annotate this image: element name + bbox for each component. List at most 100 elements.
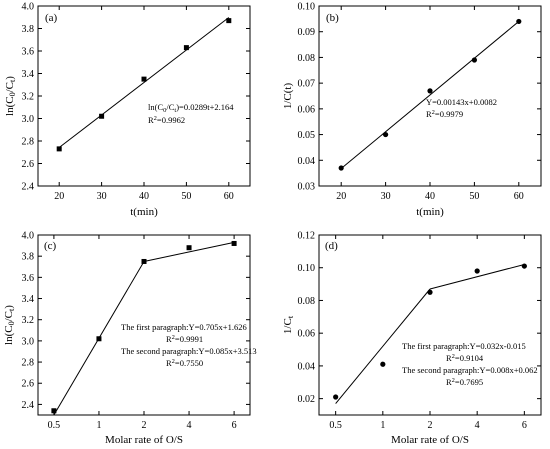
panel-d-first-r-squared: R2=0.9104 <box>446 353 484 363</box>
panel-b-x-tick-label: 40 <box>425 191 435 202</box>
panel-b-data-point <box>516 18 522 25</box>
panel-a-x-tick-label: 40 <box>139 191 149 202</box>
panel-d-fit-lines <box>335 263 525 404</box>
panel-b-y-tick-label: 0.08 <box>298 53 316 64</box>
panel-a-data-point <box>141 76 147 82</box>
panel-a-x-axis-title: t(min) <box>130 206 158 218</box>
panel-c-x-tick-label: 1 <box>96 420 101 431</box>
panel-a-y-tick-label: 2.8 <box>22 137 35 148</box>
panel-b-y-tick-label: 0.06 <box>298 104 316 115</box>
panel-d-x-axis-title: Molar rate of O/S <box>391 434 469 446</box>
panel-a-equation: ln(C0/Ct)=0.0289t+2.164 <box>148 102 234 114</box>
panel-d: (d) Molar rate of O/S 1/Ct 0.5 1 2 4 60.020.… <box>282 231 542 446</box>
panel-d-x-tick-label: 4 <box>475 420 480 431</box>
panel-c-x-tick-label: 4 <box>187 420 192 431</box>
panel-c-first-equation: The first paragraph:Y=0.705x+1.626 <box>121 322 247 332</box>
panel-a-label: (a) <box>45 12 58 24</box>
panel-b-data-point <box>383 131 389 138</box>
panel-d-data-point <box>427 289 433 295</box>
panel-a-data-point <box>183 45 189 51</box>
panel-c-y-tick-label: 2.4 <box>22 400 35 411</box>
panel-b-x-tick-label: 20 <box>336 191 346 202</box>
panel-d-data-point <box>333 394 339 400</box>
panel-a-data-point <box>56 146 62 152</box>
panel-c-label: (c) <box>44 240 57 252</box>
panel-c-y-tick-label: 3.8 <box>22 252 35 263</box>
panel-c-x-axis-title: Molar rate of O/S <box>105 434 183 446</box>
panel-a-y-axis-title: ln(C0/Ct) <box>4 76 17 116</box>
panel-a-y-tick-label: 3.6 <box>22 47 35 58</box>
panel-c-points <box>51 240 237 414</box>
panel-d-label: (d) <box>325 240 338 252</box>
panel-b-data-point <box>471 57 477 63</box>
panel-c-first-r-squared: R2=0.9991 <box>166 334 203 344</box>
panel-b-y-tick-label: 0.09 <box>298 27 316 38</box>
panel-b-equation: Y=0.00143x+0.0082 <box>426 97 497 107</box>
panel-b-r-squared: R2=0.9979 <box>426 109 463 119</box>
panel-a-y-tick-label: 3.2 <box>22 92 35 103</box>
panel-d-x-tick-label: 2 <box>428 420 433 431</box>
panel-c-y-tick-label: 4.0 <box>22 231 35 242</box>
panel-b-y-axis-title: 1/C(t) <box>282 83 294 110</box>
panel-c-y-tick-label: 2.8 <box>22 358 35 369</box>
panel-c-second-r-squared: R2=0.7550 <box>166 358 203 368</box>
panel-d-ticks: 0.5 1 2 4 6 0.02 0.04 0.06 0.08 0.10 0.12 <box>298 231 541 431</box>
panel-b-points <box>338 18 522 171</box>
panel-d-fit-line <box>429 263 525 290</box>
panel-c-y-tick-label: 3.4 <box>22 294 35 305</box>
panel-c-y-tick-label: 2.6 <box>22 379 35 390</box>
panel-d-fit-line <box>335 288 431 404</box>
panel-a-ticks: 20 30 40 50 60 2.4 2.6 2.8 3.0 3.2 3.4 3.6 3.8 4.0 <box>22 2 250 202</box>
panel-d-y-tick-label: 0.10 <box>298 263 316 274</box>
panel-b-ticks: 20 30 40 50 60 0.03 0.04 0.05 0.06 0.07 0.08 0.09 0.… <box>298 2 541 202</box>
panel-a-x-tick-label: 20 <box>54 191 64 202</box>
panel-b-y-tick-label: 0.05 <box>298 130 316 141</box>
panel-c-y-tick-label: 3.6 <box>22 273 35 284</box>
panel-c-data-point <box>141 258 147 264</box>
panel-b-x-tick-label: 30 <box>381 191 391 202</box>
panel-d-second-r-squared: R2=0.7695 <box>446 377 483 387</box>
panel-b-fit-line <box>340 21 520 169</box>
panel-d-y-tick-label: 0.02 <box>298 394 316 405</box>
panel-a-y-tick-label: 3.8 <box>22 24 35 35</box>
panel-b-x-axis-title: t(min) <box>416 206 444 218</box>
panel-d-data-point <box>380 361 386 367</box>
panel-b-y-tick-label: 0.07 <box>298 79 316 90</box>
panel-a-y-tick-label: 2.4 <box>22 182 35 193</box>
panel-b-y-tick-label: 0.03 <box>298 182 316 193</box>
panel-c-x-tick-label: 2 <box>142 420 147 431</box>
panel-a-y-tick-label: 3.0 <box>22 114 35 125</box>
panel-d-y-tick-label: 0.12 <box>298 231 316 242</box>
panel-c-y-tick-label: 3.0 <box>22 336 35 347</box>
panel-a-data-point <box>226 18 232 24</box>
panel-d-y-tick-label: 0.08 <box>298 296 316 307</box>
panel-a-r-squared: R2=0.9962 <box>148 115 185 125</box>
panel-a-y-tick-label: 3.4 <box>22 69 35 80</box>
panel-c-data-point <box>51 408 57 414</box>
panel-b-label: (b) <box>326 12 339 24</box>
panel-c-y-axis-title: ln(C0/Ct) <box>3 305 16 345</box>
panel-a-y-tick-label: 4.0 <box>22 2 35 13</box>
panel-b-fit-lines <box>340 21 520 169</box>
panel-b-x-tick-label: 50 <box>469 191 479 202</box>
panel-a-x-tick-label: 30 <box>97 191 107 202</box>
panel-c-data-point <box>96 336 102 342</box>
panel-b-y-tick-label: 0.04 <box>298 156 316 167</box>
panel-c-second-equation: The second paragraph:Y=0.085x+3.513 <box>121 346 257 356</box>
panel-d-second-equation: The second paragraph:Y=0.008x+0.062 <box>402 365 538 375</box>
panel-c-data-point <box>186 245 192 251</box>
panel-a-points <box>56 18 232 152</box>
panel-a-data-point <box>99 113 105 119</box>
panel-d-first-equation: The first paragraph:Y=0.032x-0.015 <box>402 341 526 351</box>
panel-d-points <box>333 263 527 400</box>
panel-c-data-point <box>231 240 237 246</box>
panel-c-x-tick-label: 6 <box>232 420 237 431</box>
panel-c-fit-line <box>143 241 235 262</box>
panel-c: (c) Molar rate of O/S ln(C0/Ct) 0.5 1 2 4 6 2… <box>3 231 257 447</box>
panel-d-data-point <box>474 268 480 274</box>
panel-a-x-tick-label: 50 <box>181 191 191 202</box>
panel-d-y-axis-title: 1/Ct <box>282 315 295 334</box>
panel-a-frame <box>37 5 251 187</box>
panel-d-data-point <box>521 263 527 269</box>
